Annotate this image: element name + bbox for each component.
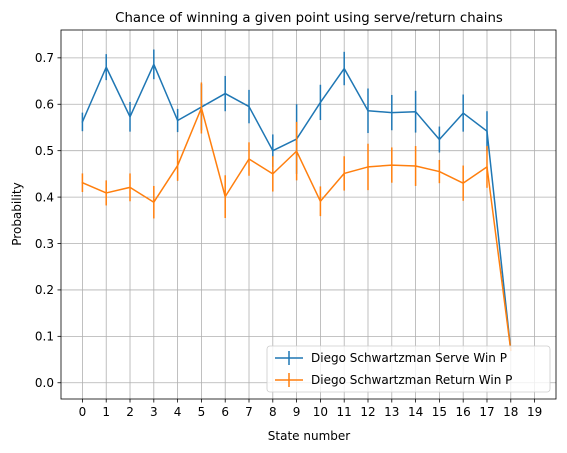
x-tick-label: 4	[174, 405, 182, 419]
x-tick-label: 18	[503, 405, 518, 419]
y-tick-label: 0.7	[35, 51, 54, 65]
series-1	[81, 82, 512, 352]
legend-serve-label: Diego Schwartzman Serve Win P	[311, 351, 507, 365]
x-axis-ticks: 0 1 2 3 4 5 6 7 8 9 10 11 12 13 14 15 16 17 18 19	[79, 399, 542, 419]
legend: Diego Schwartzman Serve Win P Diego Schw…	[266, 345, 551, 393]
plot-frame	[60, 29, 557, 400]
y-tick-label: 0.4	[35, 190, 54, 204]
x-tick-label: 7	[245, 405, 253, 419]
y-tick-label: 0.5	[35, 144, 54, 158]
x-tick-label: 8	[269, 405, 277, 419]
series-layer	[81, 49, 512, 352]
x-tick-label: 12	[360, 405, 375, 419]
y-axis-ticks: 0.0 0.1 0.2 0.3 0.4 0.5 0.6 0.7	[35, 51, 61, 390]
x-tick-label: 17	[479, 405, 494, 419]
y-axis-label: Probability	[10, 182, 24, 245]
chart-title: Chance of winning a given point using se…	[115, 11, 503, 26]
x-tick-label: 0	[79, 405, 87, 419]
x-tick-label: 15	[432, 405, 447, 419]
grid	[61, 30, 556, 399]
x-tick-label: 14	[408, 405, 423, 419]
x-tick-label: 19	[527, 405, 542, 419]
y-tick-label: 0.1	[35, 330, 54, 344]
x-tick-label: 1	[102, 405, 110, 419]
series-line	[81, 107, 512, 352]
x-tick-label: 9	[293, 405, 301, 419]
y-tick-label: 0.0	[35, 376, 54, 390]
legend-box	[266, 345, 551, 393]
x-tick-label: 6	[221, 405, 229, 419]
y-tick-label: 0.6	[35, 98, 54, 112]
x-tick-label: 2	[126, 405, 134, 419]
legend-return-label: Diego Schwartzman Return Win P	[311, 373, 512, 387]
y-tick-label: 0.2	[35, 283, 54, 297]
x-tick-label: 16	[456, 405, 471, 419]
y-tick-label: 0.3	[35, 237, 54, 251]
x-tick-label: 5	[198, 405, 206, 419]
x-tick-label: 11	[337, 405, 352, 419]
x-axis-label: State number	[268, 429, 350, 443]
x-tick-label: 13	[384, 405, 399, 419]
x-tick-label: 3	[150, 405, 158, 419]
x-tick-label: 10	[313, 405, 328, 419]
